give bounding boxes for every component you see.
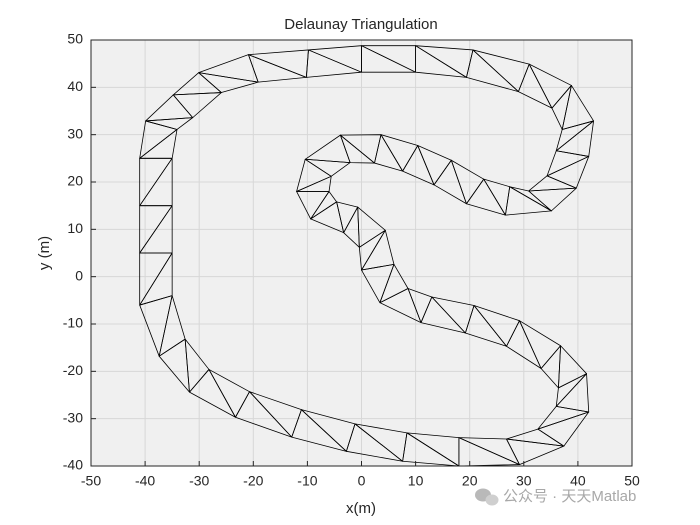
watermark-icon	[475, 488, 499, 506]
y-tick-label: -40	[63, 457, 83, 473]
y-tick-label: -30	[63, 409, 83, 425]
x-tick-label: 50	[624, 473, 640, 489]
watermark: 公众号 · 天天Matlab	[503, 488, 636, 505]
y-tick-label: 20	[67, 173, 83, 189]
y-tick-label: 30	[67, 125, 83, 141]
y-tick-label: -20	[63, 362, 83, 378]
x-tick-label: -30	[189, 473, 209, 489]
x-tick-label: 20	[462, 473, 478, 489]
y-tick-label: -10	[63, 315, 83, 331]
x-tick-label: 0	[358, 473, 366, 489]
x-tick-label: 10	[408, 473, 424, 489]
mesh	[139, 45, 594, 467]
x-axis-label: x(m)	[346, 500, 376, 517]
chart-title: Delaunay Triangulation	[284, 16, 437, 33]
x-tick-label: 40	[570, 473, 586, 489]
x-tick-label: -10	[297, 473, 317, 489]
x-tick-label: -40	[135, 473, 155, 489]
y-tick-label: 40	[67, 78, 83, 94]
y-tick-label: 50	[67, 31, 83, 47]
y-tick-label: 10	[67, 220, 83, 236]
x-tick-label: -20	[243, 473, 263, 489]
x-tick-label: -50	[81, 473, 101, 489]
triangle	[139, 129, 178, 159]
y-tick-label: 0	[75, 267, 83, 283]
y-axis-label: y (m)	[36, 236, 53, 270]
x-tick-label: 30	[516, 473, 532, 489]
